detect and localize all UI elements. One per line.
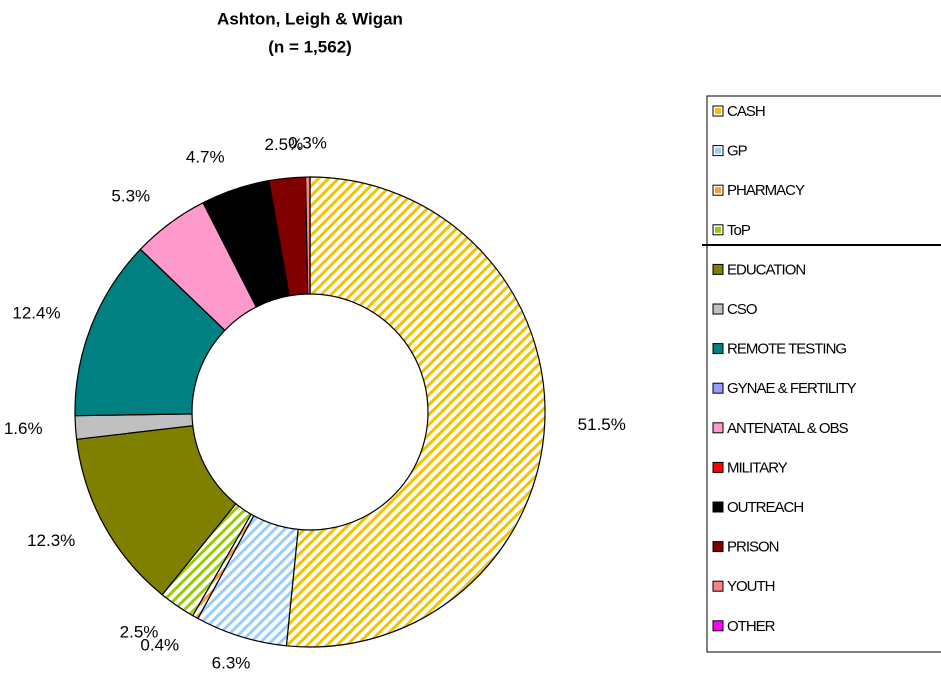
legend-label: EDUCATION [727,261,805,278]
legend-label: MILITARY [727,459,788,476]
legend-label: OUTREACH [727,499,803,516]
data-label: 12.4% [12,303,60,322]
slice [285,176,546,648]
data-label: 0.4% [140,635,179,654]
legend-label: PRISON [727,539,779,556]
legend-label: PHARMACY [727,182,805,199]
data-label: 6.3% [212,653,251,672]
legend-swatch-fill [715,226,721,233]
legend-swatch [712,382,724,394]
legend-label: GP [727,143,748,160]
data-label: 2.5% [120,622,159,641]
legend-box [706,95,941,653]
data-label: 1.6% [4,419,43,438]
legend-swatch [712,343,724,355]
data-label: 2.5% [265,135,304,154]
legend-swatch [712,303,724,315]
data-label: 0.3% [288,133,327,152]
legend-label: ToP [727,222,751,239]
data-label: 5.3% [111,186,150,205]
legend-swatch-fill [715,187,721,194]
chart-title: Ashton, Leigh & Wigan [217,9,403,28]
legend-swatch-fill [715,147,721,154]
legend-swatch-fill [715,108,721,114]
legend-swatch [712,620,724,632]
legend-label: ANTENATAL & OBS [727,420,849,437]
data-label: 4.7% [186,147,225,166]
legend-swatch [712,501,724,513]
legend-swatch [712,422,724,434]
legend-label: GYNAE & FERTILITY [727,380,857,397]
legend-swatch [712,580,724,592]
data-label: 51.5% [578,415,626,434]
legend-swatch [712,541,724,553]
legend-label: CSO [727,301,757,318]
chart-subtitle: (n = 1,562) [268,37,352,56]
legend-label: REMOTE TESTING [727,341,846,358]
legend-label: OTHER [727,618,776,635]
legend-label: CASH [727,103,765,120]
data-label: 12.3% [27,531,75,550]
legend-swatch [712,461,724,473]
legend-label: YOUTH [727,578,775,595]
legend-swatch [712,263,724,275]
